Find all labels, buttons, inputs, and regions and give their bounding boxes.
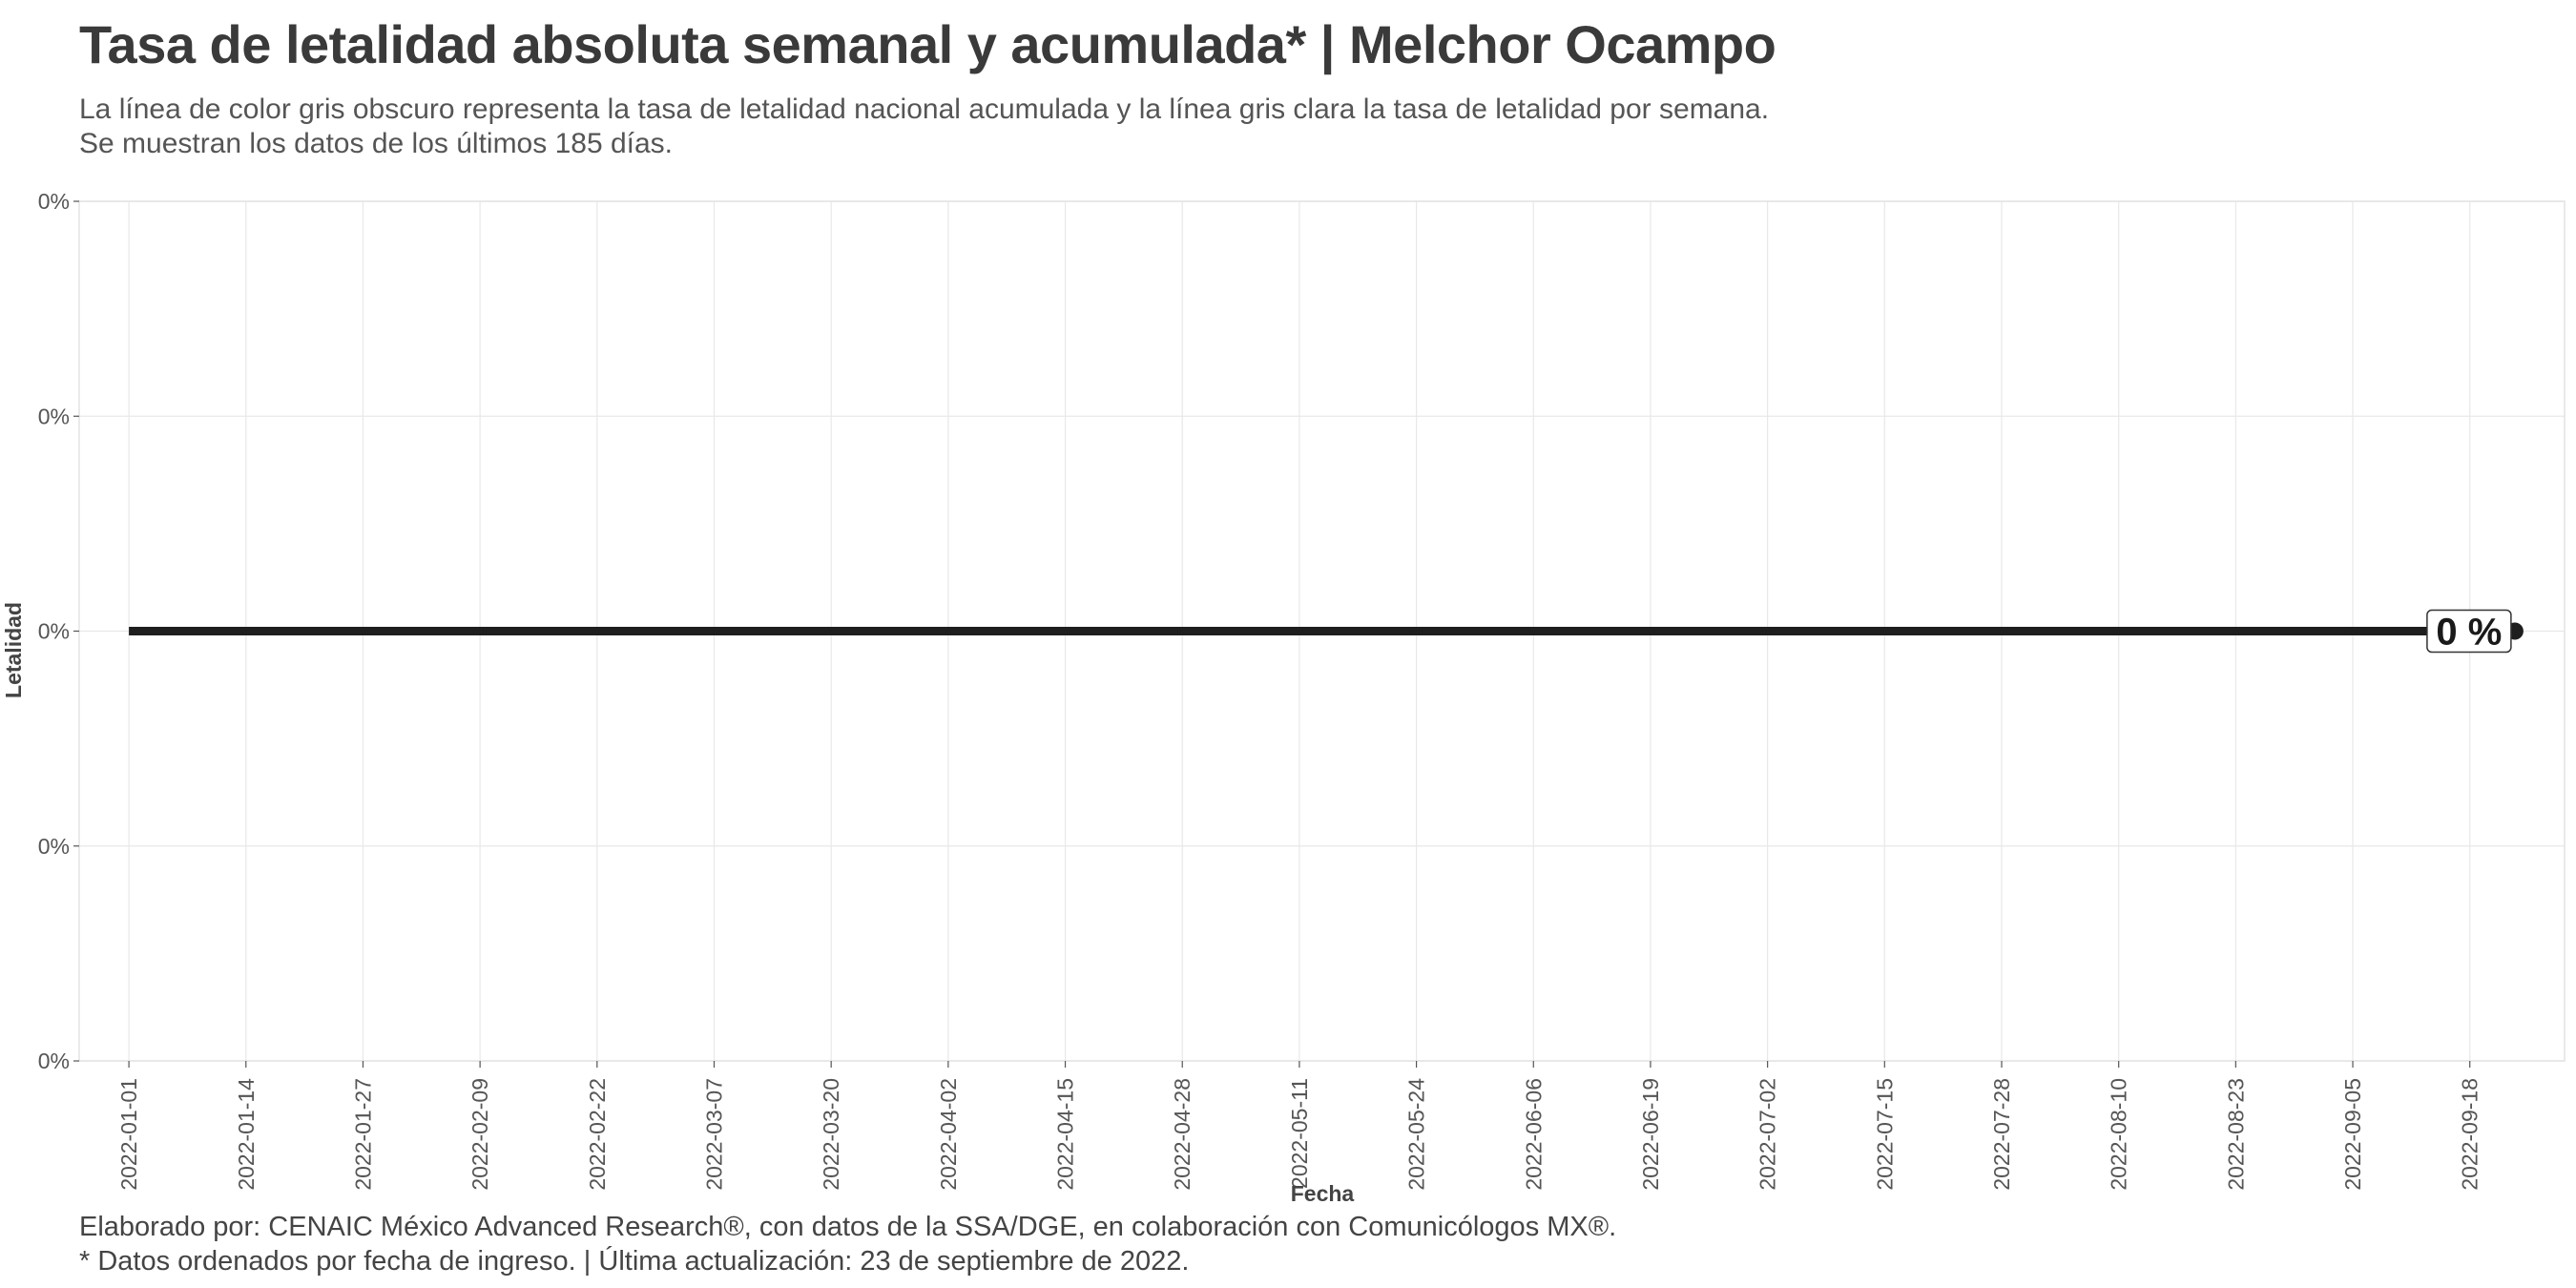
series-layer: 0 % bbox=[129, 609, 2524, 654]
x-tick-label: 2022-07-28 bbox=[1989, 1078, 2014, 1191]
x-tick-label: 2022-09-18 bbox=[2458, 1078, 2483, 1191]
x-tick-label: 2022-04-15 bbox=[1053, 1078, 1078, 1191]
x-tick-label: 2022-02-09 bbox=[467, 1078, 492, 1191]
x-tick-label: 2022-08-10 bbox=[2107, 1078, 2131, 1191]
caption-line-2: * Datos ordenados por fecha de ingreso. … bbox=[79, 1246, 1190, 1277]
y-tick-label: 0% bbox=[38, 834, 70, 859]
subtitle-line-1: La línea de color gris obscuro represent… bbox=[79, 93, 1770, 125]
y-axis-title: Letalidad bbox=[1, 602, 26, 698]
y-tick-label: 0% bbox=[38, 619, 70, 644]
y-tick-label: 0% bbox=[38, 404, 70, 428]
x-tick-label: 2022-06-06 bbox=[1521, 1078, 1546, 1191]
chart-subtitle: La línea de color gris obscuro represent… bbox=[79, 93, 1769, 161]
y-tick-label: 0% bbox=[38, 189, 70, 214]
y-axis: 0% 0% 0% 0% 0% bbox=[38, 189, 79, 1073]
subtitle-line-2: Se muestran los datos de los últimos 185… bbox=[79, 128, 674, 159]
x-tick-label: 2022-02-22 bbox=[585, 1078, 610, 1191]
x-tick-label: 2022-09-05 bbox=[2340, 1078, 2365, 1191]
x-tick-label: 2022-03-07 bbox=[702, 1078, 727, 1191]
x-tick-label: 2022-01-01 bbox=[116, 1078, 141, 1191]
x-tick-label: 2022-05-24 bbox=[1404, 1078, 1429, 1191]
x-tick-label: 2022-03-20 bbox=[819, 1078, 843, 1191]
x-tick-label: 2022-06-19 bbox=[1638, 1078, 1663, 1191]
chart-title: Tasa de letalidad absoluta semanal y acu… bbox=[79, 14, 1776, 74]
x-tick-label: 2022-04-02 bbox=[936, 1078, 961, 1191]
caption-line-1: Elaborado por: CENAIC México Advanced Re… bbox=[79, 1212, 1617, 1242]
x-axis: 2022-01-01 2022-01-14 2022-01-27 2022-02-09… bbox=[116, 1061, 2483, 1191]
x-tick-label: 2022-04-28 bbox=[1170, 1078, 1195, 1191]
y-tick-label: 0% bbox=[38, 1049, 70, 1073]
x-tick-label: 2022-05-11 bbox=[1287, 1078, 1312, 1189]
x-tick-label: 2022-07-15 bbox=[1872, 1078, 1897, 1191]
x-tick-label: 2022-08-23 bbox=[2223, 1078, 2248, 1191]
x-axis-title: Fecha bbox=[1291, 1181, 1355, 1206]
x-tick-label: 2022-01-27 bbox=[350, 1078, 375, 1191]
end-value-label: 0 % bbox=[2436, 612, 2502, 654]
chart-caption: Elaborado por: CENAIC México Advanced Re… bbox=[79, 1210, 1616, 1278]
x-tick-label: 2022-07-02 bbox=[1755, 1078, 1780, 1191]
end-label-box bbox=[2426, 609, 2512, 654]
x-tick-label: 2022-01-14 bbox=[234, 1078, 259, 1191]
